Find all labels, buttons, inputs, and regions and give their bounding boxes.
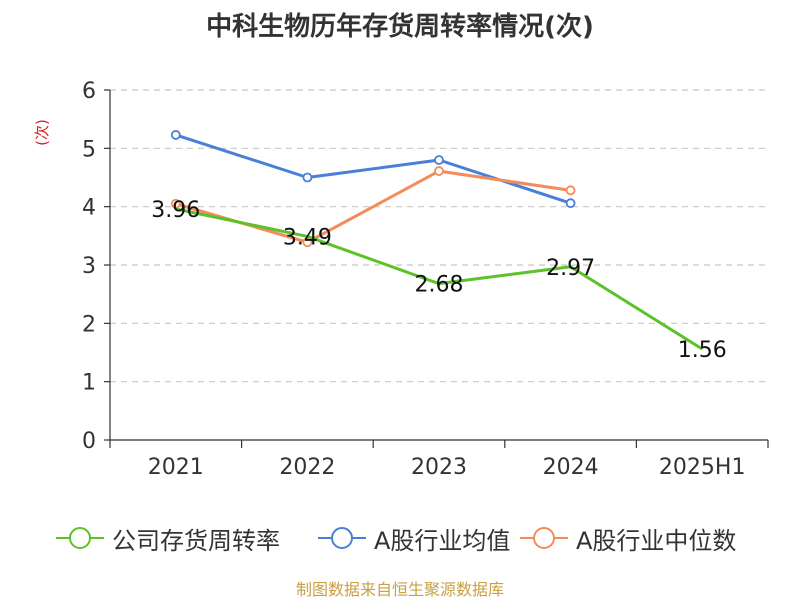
series-line-1 xyxy=(175,133,572,205)
data-point-1-3 xyxy=(565,198,576,209)
legend-swatch-icon xyxy=(56,526,104,550)
legend-swatch-circle-icon xyxy=(69,527,91,549)
y-tick-label-1: 1 xyxy=(82,371,96,396)
y-tick-label-3: 3 xyxy=(82,254,96,279)
legend-item-0[interactable]: 公司存货周转率 xyxy=(56,520,280,556)
data-point-2-3 xyxy=(565,185,576,196)
chart-title: 中科生物历年存货周转率情况(次) xyxy=(206,12,594,42)
legend-item-1[interactable]: A股行业均值 xyxy=(318,520,510,556)
data-point-1-0 xyxy=(170,130,181,140)
legend-swatch-circle-icon xyxy=(331,527,353,549)
data-point-1-2 xyxy=(434,155,444,165)
legend-swatch-icon xyxy=(318,526,366,550)
x-tick-label-2023: 2023 xyxy=(411,455,467,480)
data-label-4: 1.56 xyxy=(678,338,727,363)
data-label-1: 3.49 xyxy=(283,225,332,250)
series-line-0 xyxy=(175,207,703,351)
legend-label: A股行业中位数 xyxy=(576,526,737,555)
legend-label: 公司存货周转率 xyxy=(112,526,280,555)
x-tick-label-2022: 2022 xyxy=(279,455,335,480)
data-point-2-1 xyxy=(302,237,313,248)
data-point-2-2 xyxy=(434,166,444,176)
y-tick-label-2: 2 xyxy=(82,312,96,337)
data-label-2: 2.68 xyxy=(415,273,464,298)
data-source: 制图数据来自恒生聚源数据库 xyxy=(295,580,504,599)
data-point-1-1 xyxy=(302,172,313,183)
y-tick-label-6: 6 xyxy=(82,79,96,104)
legend-item-2[interactable]: A股行业中位数 xyxy=(520,520,736,556)
x-tick-label-2021: 2021 xyxy=(148,455,204,480)
legend-swatch-circle-icon xyxy=(533,527,555,549)
data-label-3: 2.97 xyxy=(546,256,595,281)
chart-legend: 公司存货周转率 A股行业均值 A股行业中位数 xyxy=(0,520,800,556)
legend-label: A股行业均值 xyxy=(374,526,511,555)
x-tick-label-2024: 2024 xyxy=(543,455,599,480)
y-tick-label-0: 0 xyxy=(82,429,96,454)
data-point-2-0 xyxy=(170,198,181,209)
y-tick-label-5: 5 xyxy=(82,137,96,162)
y-tick-label-4: 4 xyxy=(82,196,96,221)
data-label-0: 3.96 xyxy=(151,198,200,223)
x-tick-label-2025H1: 2025H1 xyxy=(659,455,746,480)
legend-swatch-icon xyxy=(520,526,568,550)
